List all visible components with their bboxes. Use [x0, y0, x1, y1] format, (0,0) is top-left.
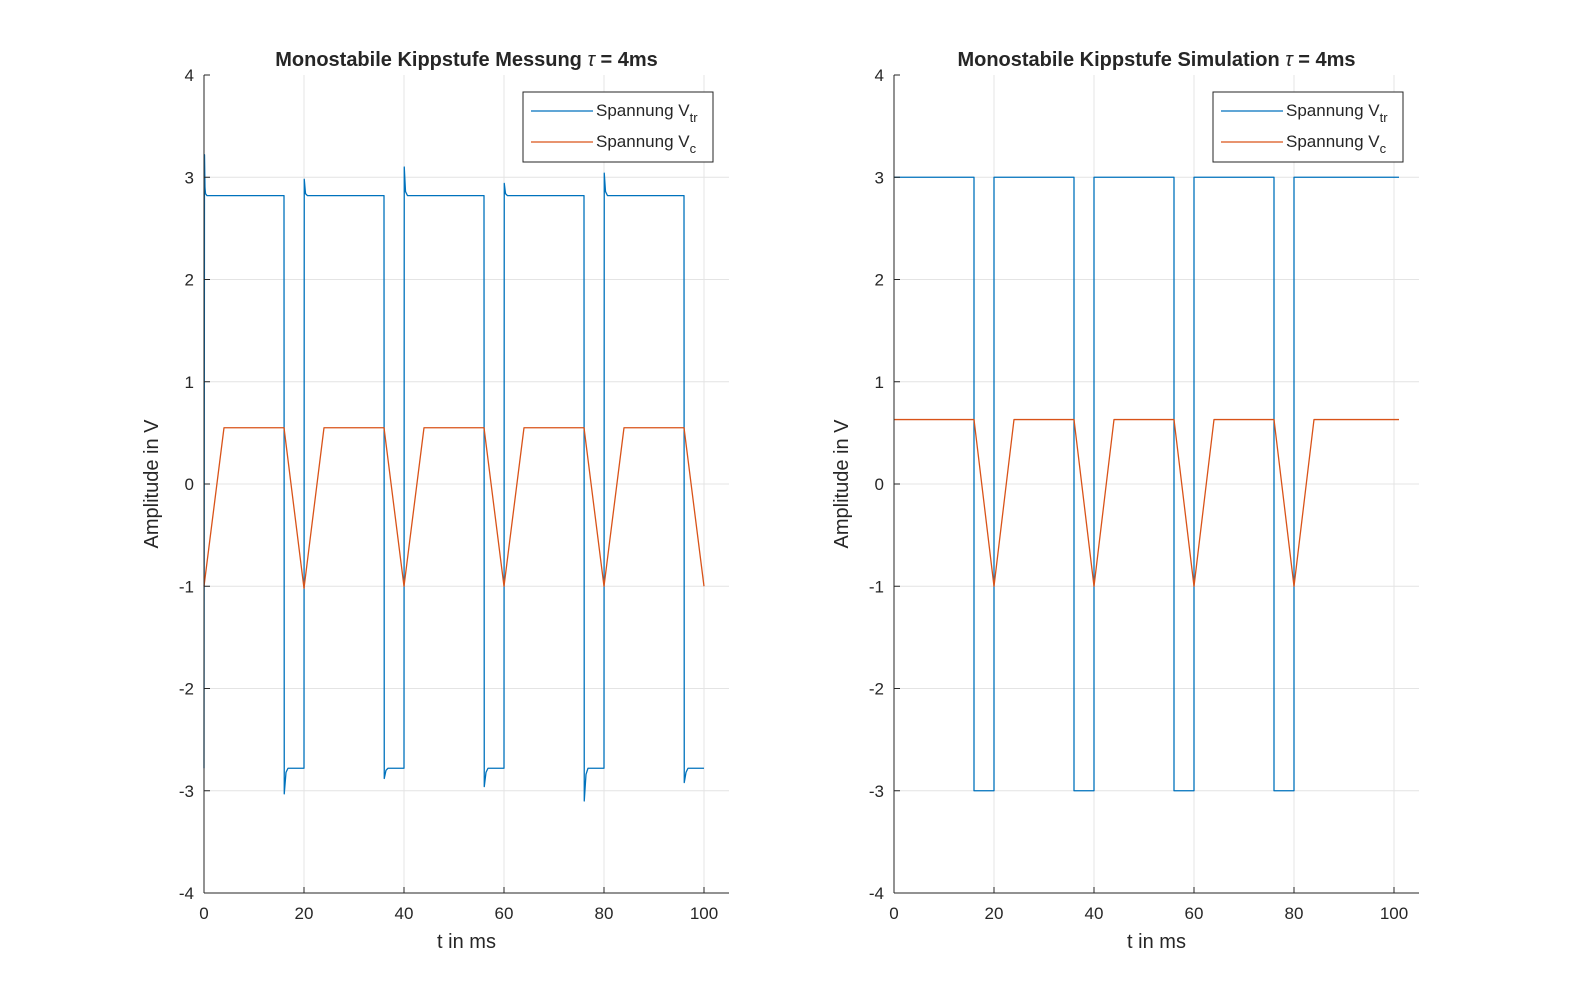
y-tick-label: 2	[875, 271, 884, 290]
plot-simulation: Monostabile Kippstufe Simulation τ = 4ms…	[831, 49, 1419, 953]
vtr-line	[894, 176, 1399, 792]
y-tick-label: 3	[185, 168, 194, 187]
legend-box	[522, 91, 714, 163]
y-tick-label: 1	[185, 373, 194, 392]
x-tick-label: 20	[295, 904, 314, 923]
legend-entry-vc: Spannung Vc	[1286, 132, 1387, 156]
x-tick-label: 0	[199, 904, 208, 923]
y-tick-label: -1	[179, 577, 194, 596]
y-tick-label: 2	[185, 271, 194, 290]
legend-entry-vtr: Spannung Vtr	[596, 101, 698, 125]
x-tick-label: 0	[889, 904, 898, 923]
legend-entry-vtr: Spannung Vtr	[1286, 101, 1388, 125]
plot-title: Monostabile Kippstufe Simulation τ = 4ms	[957, 49, 1355, 71]
vtr-line	[203, 154, 704, 802]
y-tick-label: 1	[875, 373, 884, 392]
y-tick-label: 4	[875, 66, 884, 85]
x-tick-label: 100	[690, 904, 718, 923]
y-tick-label: 0	[185, 475, 194, 494]
y-tick-label: 3	[875, 168, 884, 187]
legend-entry-vc: Spannung Vc	[596, 132, 697, 156]
y-tick-label: 4	[185, 66, 194, 85]
y-tick-label: -3	[869, 782, 884, 801]
y-tick-label: 0	[875, 475, 884, 494]
x-tick-label: 20	[985, 904, 1004, 923]
y-tick-label: -4	[179, 884, 194, 903]
x-tick-label: 80	[1285, 904, 1304, 923]
legend: Spannung Vtr Spannung Vc	[522, 91, 714, 163]
legend: Spannung Vtr Spannung Vc	[1212, 91, 1404, 163]
y-axis-label: Amplitude in V	[831, 419, 853, 549]
x-tick-label: 40	[1085, 904, 1104, 923]
x-axis-label: t in ms	[437, 931, 496, 953]
x-tick-label: 40	[395, 904, 414, 923]
vc-line	[894, 418, 1399, 587]
y-tick-label: -2	[179, 680, 194, 699]
y-tick-label: -1	[869, 577, 884, 596]
gridlines	[204, 75, 729, 893]
plot-measurement: Monostabile Kippstufe Messung τ = 4ms t …	[141, 49, 729, 953]
x-tick-label: 100	[1380, 904, 1408, 923]
y-tick-label: -2	[869, 680, 884, 699]
y-axis-label: Amplitude in V	[141, 419, 163, 549]
vc-line	[203, 427, 705, 589]
x-axis-label: t in ms	[1127, 931, 1186, 953]
x-tick-label: 60	[1185, 904, 1204, 923]
x-tick-label: 60	[495, 904, 514, 923]
plot-title: Monostabile Kippstufe Messung τ = 4ms	[275, 49, 658, 71]
y-tick-label: -3	[179, 782, 194, 801]
legend-box	[1212, 91, 1404, 163]
gridlines	[894, 75, 1419, 893]
x-tick-label: 80	[595, 904, 614, 923]
y-tick-label: -4	[869, 884, 884, 903]
